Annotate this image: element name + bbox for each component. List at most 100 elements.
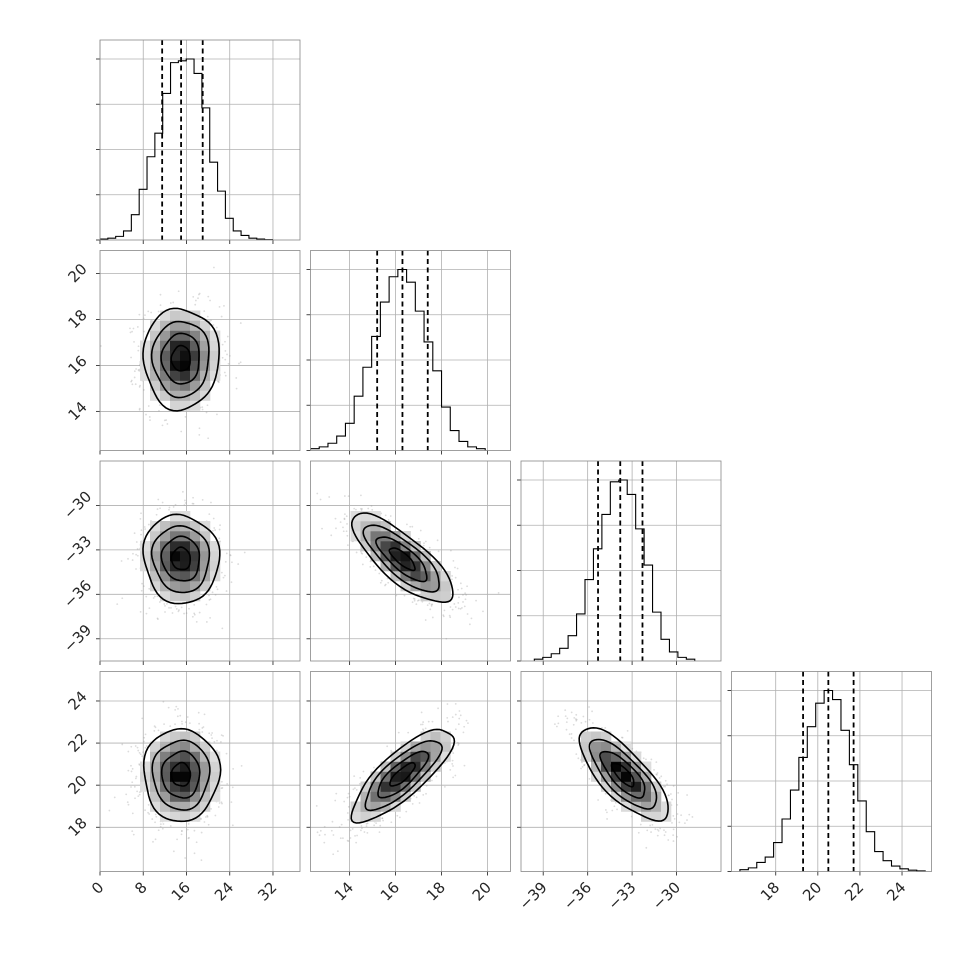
density-grid xyxy=(140,731,221,822)
density-cell xyxy=(440,571,451,582)
contour-level-2 xyxy=(150,524,211,594)
density-cell xyxy=(440,731,451,742)
density-cell xyxy=(350,521,361,532)
density-cell xyxy=(170,551,181,562)
density-cell xyxy=(350,811,361,822)
contour-level-3 xyxy=(350,728,456,824)
density-cell xyxy=(601,781,612,792)
density-cell xyxy=(150,801,161,812)
panel-frame xyxy=(99,250,301,451)
density-cell xyxy=(621,751,632,762)
density-cell xyxy=(410,571,421,582)
contour-level-0 xyxy=(170,761,192,787)
density-cell xyxy=(360,521,371,532)
panel-frame xyxy=(99,39,301,241)
panel-frame xyxy=(99,460,301,662)
contour-level-2 xyxy=(588,738,658,810)
density-cell xyxy=(621,761,632,772)
density-cell xyxy=(601,761,612,772)
density-cell xyxy=(190,741,201,752)
density-cell xyxy=(370,531,381,542)
scatter-points xyxy=(553,706,694,849)
density-cell xyxy=(400,791,411,802)
density-cell xyxy=(420,571,431,582)
histogram-2 xyxy=(533,479,696,661)
density-cell xyxy=(440,751,451,762)
density-cell xyxy=(170,320,181,331)
density-cell xyxy=(641,761,652,772)
contour-level-2 xyxy=(364,739,443,812)
density-cell xyxy=(150,771,161,782)
density-cell xyxy=(611,791,622,802)
density-cell xyxy=(190,551,201,562)
contour-level-0 xyxy=(170,344,191,372)
contour-level-1 xyxy=(599,750,646,799)
density-cell xyxy=(200,531,211,542)
density-cell xyxy=(190,350,201,361)
density-cell xyxy=(190,811,201,822)
ytick-label: 24 xyxy=(65,688,91,714)
scatter-panel-1-3 xyxy=(306,671,511,876)
density-cell xyxy=(641,801,652,812)
density-cell xyxy=(160,571,171,582)
density-cell xyxy=(160,330,171,341)
density-cell xyxy=(420,751,431,762)
contour-level-3 xyxy=(142,727,222,823)
density-cell xyxy=(180,400,191,411)
xtick-label: 32 xyxy=(254,878,280,904)
density-cell xyxy=(180,320,191,331)
density-cell xyxy=(390,751,401,762)
panel-frame xyxy=(520,671,722,872)
density-cell xyxy=(621,771,632,782)
density-cell xyxy=(200,801,211,812)
panel-frame xyxy=(310,250,511,451)
density-cell xyxy=(200,771,211,782)
density-cell xyxy=(170,360,181,371)
density-cell xyxy=(180,761,191,772)
density-cell xyxy=(591,741,602,752)
scatter-panel-0-2 xyxy=(96,460,301,665)
density-cell xyxy=(170,390,181,401)
density-cell xyxy=(210,771,221,782)
density-cell xyxy=(190,400,201,411)
density-cell xyxy=(150,551,161,562)
density-cell xyxy=(180,801,191,812)
density-cell xyxy=(160,521,171,532)
density-cell xyxy=(390,791,401,802)
density-cell xyxy=(150,791,161,802)
xtick-label: −39 xyxy=(516,878,551,913)
density-cell xyxy=(170,340,181,351)
density-cell xyxy=(420,761,431,772)
density-cell xyxy=(180,360,191,371)
panel-frame xyxy=(310,671,511,872)
contour-level-3 xyxy=(350,512,454,604)
density-cell xyxy=(200,340,211,351)
ytick-label: 20 xyxy=(65,772,91,798)
grid xyxy=(310,250,511,451)
hist-panel-0 xyxy=(96,39,301,244)
density-cell xyxy=(160,531,171,542)
density-cell xyxy=(180,310,191,321)
density-cell xyxy=(210,551,221,562)
contour-level-3 xyxy=(142,513,221,605)
density-cell xyxy=(180,771,191,782)
ytick-label: 18 xyxy=(65,306,91,332)
density-cell xyxy=(150,761,161,772)
xtick-label: −33 xyxy=(604,878,639,913)
density-cell xyxy=(430,761,441,772)
density-cell xyxy=(140,551,151,562)
density-cell xyxy=(581,731,592,742)
density-cell xyxy=(430,741,441,752)
density-cell xyxy=(210,350,221,361)
density-cell xyxy=(601,731,612,742)
density-cell xyxy=(210,561,221,572)
contour-level-0 xyxy=(610,762,635,788)
density-cell xyxy=(420,771,431,782)
scatter-panel-2-3 xyxy=(517,671,722,876)
density-cell xyxy=(180,571,191,582)
grid xyxy=(731,671,932,872)
density-cell xyxy=(170,741,181,752)
density-cell xyxy=(190,761,201,772)
density-cell xyxy=(611,781,622,792)
